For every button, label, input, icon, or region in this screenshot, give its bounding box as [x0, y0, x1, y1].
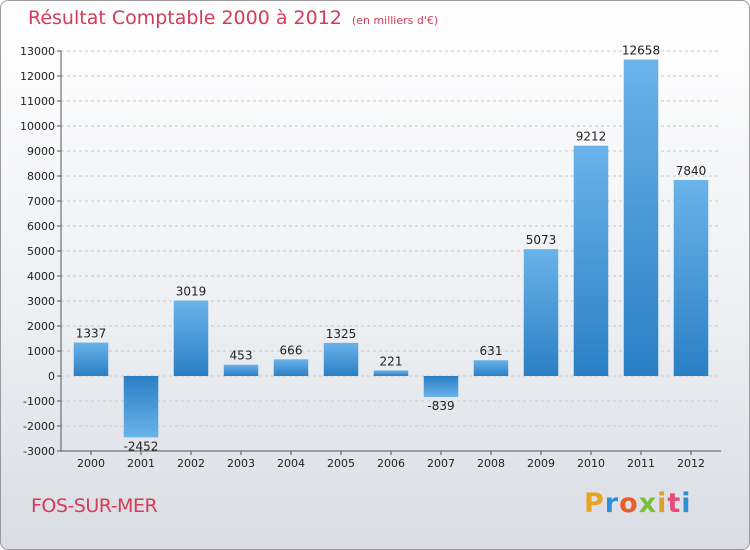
logo-letter: i	[657, 488, 668, 519]
y-tick-label: 12000	[20, 70, 55, 83]
logo-letter: r	[604, 488, 620, 519]
bar-value-label: 7840	[676, 164, 707, 178]
x-tick-label: 2001	[127, 457, 155, 470]
x-tick-label: 2012	[677, 457, 705, 470]
bar	[523, 249, 559, 376]
bar-value-label: -2452	[124, 439, 159, 453]
y-tick-label: 3000	[27, 295, 55, 308]
x-tick-label: 2003	[227, 457, 255, 470]
y-tick-label: 8000	[27, 170, 55, 183]
y-tick-label: 13000	[20, 45, 55, 58]
y-tick-label: -1000	[23, 395, 55, 408]
logo-letter: i	[681, 488, 692, 519]
bar	[623, 59, 659, 377]
bar	[323, 342, 359, 376]
bar	[473, 360, 509, 376]
bar-value-label: -839	[427, 399, 454, 413]
logo-letter: o	[619, 488, 639, 519]
y-tick-label: 11000	[20, 95, 55, 108]
bar	[173, 300, 209, 376]
proxiti-logo: Proxiti	[584, 488, 692, 519]
logo-letter: t	[667, 488, 682, 519]
bar	[373, 370, 409, 376]
y-tick-label: 10000	[20, 120, 55, 133]
logo-letter: P	[584, 488, 605, 519]
y-tick-label: 6000	[27, 220, 55, 233]
bar-value-label: 9212	[576, 130, 607, 144]
bar-value-label: 1337	[76, 327, 107, 341]
bar-value-label: 1325	[326, 327, 357, 341]
bar	[123, 376, 159, 438]
bar	[423, 376, 459, 397]
x-tick-label: 2009	[527, 457, 555, 470]
y-tick-label: -2000	[23, 420, 55, 433]
y-tick-label: 2000	[27, 320, 55, 333]
x-tick-label: 2011	[627, 457, 655, 470]
bar-value-label: 631	[480, 344, 503, 358]
x-tick-label: 2002	[177, 457, 205, 470]
x-tick-label: 2007	[427, 457, 455, 470]
y-tick-label: -3000	[23, 445, 55, 458]
x-tick-label: 2006	[377, 457, 405, 470]
y-tick-label: 5000	[27, 245, 55, 258]
x-tick-label: 2008	[477, 457, 505, 470]
y-tick-label: 0	[48, 370, 55, 383]
x-tick-label: 2005	[327, 457, 355, 470]
bar	[73, 342, 109, 376]
y-tick-label: 4000	[27, 270, 55, 283]
x-tick-label: 2000	[77, 457, 105, 470]
bar-value-label: 221	[380, 354, 403, 368]
bar-value-label: 3019	[176, 285, 207, 299]
x-tick-label: 2010	[577, 457, 605, 470]
x-tick-label: 2004	[277, 457, 305, 470]
y-tick-label: 1000	[27, 345, 55, 358]
commune-name: FOS-SUR-MER	[31, 495, 158, 517]
bar	[673, 180, 709, 376]
chart-title: Résultat Comptable 2000 à 2012 (en millie…	[28, 7, 438, 29]
logo-letter: x	[638, 488, 658, 519]
bar	[273, 359, 309, 376]
bar	[223, 364, 259, 376]
bar-value-label: 666	[280, 343, 303, 357]
y-tick-label: 9000	[27, 145, 55, 158]
bar	[573, 145, 609, 376]
bar-value-label: 5073	[526, 233, 557, 247]
chart-title-text: Résultat Comptable 2000 à 2012	[28, 7, 342, 29]
y-tick-label: 7000	[27, 195, 55, 208]
bar-value-label: 12658	[622, 44, 660, 58]
chart-subtitle: (en milliers d'€)	[351, 14, 439, 27]
bar-value-label: 453	[230, 349, 253, 363]
